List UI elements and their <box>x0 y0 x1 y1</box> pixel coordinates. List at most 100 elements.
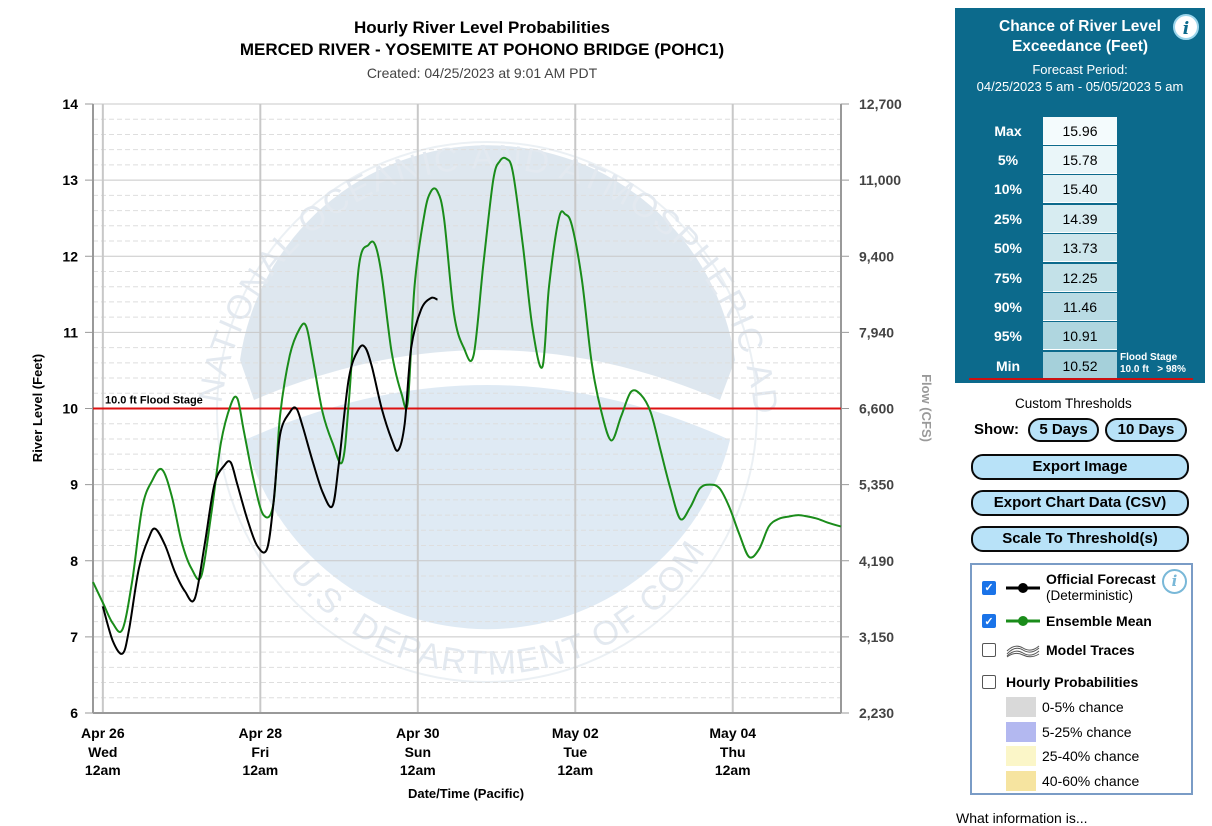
y-tick-label: 9 <box>70 477 78 493</box>
exceedance-label: 50% <box>993 240 1023 257</box>
x-tick-date: Apr 26 <box>81 725 125 741</box>
y-tick-label: 7 <box>70 629 78 645</box>
forecast-period-value: 04/25/2023 5 am - 05/05/2023 5 am <box>976 79 1184 94</box>
official-checkbox[interactable]: ✓ <box>982 580 996 595</box>
exceedance-value: 15.78 <box>1043 146 1117 175</box>
exceedance-value: 11.46 <box>1043 293 1117 322</box>
ensemble-checkbox[interactable]: ✓ <box>982 614 996 628</box>
x-tick-time: 12am <box>85 762 121 778</box>
model-traces-icon <box>1006 645 1040 658</box>
legend-traces[interactable]: Model Traces <box>982 642 1135 658</box>
x-tick-day: Wed <box>88 744 117 760</box>
exceedance-value: 14.39 <box>1043 204 1117 233</box>
panel-title: Chance of River Level Exceedance (Feet) <box>955 17 1205 57</box>
custom-thresholds-link[interactable]: Custom Thresholds <box>1015 396 1132 411</box>
footer-cut-text: What information is... <box>956 810 1088 826</box>
x-tick-date: May 02 <box>552 725 599 741</box>
ensemble-line-icon <box>1006 616 1040 626</box>
legend-box: ✓ Official Forecast (Deterministic) ✓ En… <box>970 563 1193 795</box>
x-tick-date: Apr 30 <box>396 725 440 741</box>
exceedance-label: 10% <box>993 181 1023 198</box>
probability-swatch <box>1006 697 1036 717</box>
legend-official[interactable]: ✓ Official Forecast (Deterministic) <box>982 571 1156 604</box>
y-tick-label: 14 <box>62 96 78 112</box>
forecast-period: Forecast Period: 04/25/2023 5 am - 05/05… <box>955 61 1205 95</box>
info-icon[interactable]: i <box>1173 14 1199 40</box>
probability-legend-item: 5-25% chance <box>1006 721 1132 742</box>
traces-label: Model Traces <box>1046 642 1135 658</box>
y-tick-label: 10 <box>62 401 78 417</box>
exceedance-row: 95% 10.91 <box>973 322 1117 351</box>
hourly-checkbox[interactable] <box>982 675 996 689</box>
exceedance-row: 10% 15.40 <box>973 175 1117 204</box>
scale-threshold-button[interactable]: Scale To Threshold(s) <box>971 526 1189 552</box>
export-image-button[interactable]: Export Image <box>971 454 1189 480</box>
y-tick-label: 8 <box>70 553 78 569</box>
y-right-tick-label: 9,400 <box>859 248 894 264</box>
official-sublabel: (Deterministic) <box>1046 588 1134 603</box>
probability-label: 5-25% chance <box>1042 723 1132 740</box>
y-right-tick-label: 3,150 <box>859 629 894 645</box>
x-tick-time: 12am <box>557 762 593 778</box>
flood-stage-marker <box>969 378 1193 380</box>
y-right-axis-label: Flow (CFS) <box>919 374 934 442</box>
probability-label: 0-5% chance <box>1042 699 1124 715</box>
panel-title-line1: Chance of River Level <box>999 18 1161 35</box>
traces-checkbox[interactable] <box>982 643 996 657</box>
exceedance-label: 5% <box>997 152 1019 169</box>
panel-title-line2: Exceedance (Feet) <box>1011 38 1149 55</box>
exceedance-row: 5% 15.78 <box>973 145 1117 175</box>
exceedance-row: 75% 12.25 <box>973 263 1117 292</box>
ensemble-mean-line <box>92 156 842 634</box>
x-tick-day: Thu <box>720 744 746 760</box>
x-tick-day: Tue <box>563 744 587 760</box>
y-tick-label: 6 <box>70 705 78 721</box>
exceedance-value: 13.73 <box>1043 234 1117 263</box>
x-tick-time: 12am <box>242 762 278 778</box>
exceedance-label: 75% <box>993 269 1023 286</box>
flood-stage-label: 10.0 ft Flood Stage <box>105 395 203 407</box>
probability-label: 40-60% chance <box>1042 772 1140 789</box>
exceedance-panel: Chance of River Level Exceedance (Feet) … <box>955 8 1205 383</box>
exceedance-value: 15.40 <box>1043 175 1117 204</box>
show-label: Show: <box>974 421 1019 438</box>
y-right-tick-label: 5,350 <box>859 477 894 493</box>
chart-subtitle: MERCED RIVER - YOSEMITE AT POHONO BRIDGE… <box>240 40 724 59</box>
x-tick-date: Apr 28 <box>239 725 283 741</box>
probability-legend-item: 0-5% chance <box>1006 697 1124 717</box>
flood-stage-note: Flood Stage 10.0 ft > 98% <box>1120 352 1186 376</box>
legend-hourly[interactable]: Hourly Probabilities <box>982 674 1138 690</box>
y-tick-label: 12 <box>62 248 78 264</box>
legend-ensemble[interactable]: ✓ Ensemble Mean <box>982 613 1152 629</box>
x-tick-time: 12am <box>715 762 751 778</box>
x-tick-day: Fri <box>251 744 269 760</box>
export-csv-button[interactable]: Export Chart Data (CSV) <box>971 490 1189 516</box>
x-tick-time: 12am <box>400 762 436 778</box>
exceedance-row: Min 10.52 <box>973 351 1117 380</box>
series <box>92 156 842 655</box>
ten-days-button[interactable]: 10 Days <box>1105 418 1187 442</box>
probability-legend-item: 25-40% chance <box>1006 746 1139 766</box>
probability-label: 25-40% chance <box>1042 748 1140 764</box>
hydrograph-chart: NOAA NATIONAL OCEANIC AND ATMOSPHERIC AD… <box>0 0 934 801</box>
probability-legend-item: 40-60% chance <box>1006 770 1140 791</box>
five-days-button[interactable]: 5 Days <box>1028 418 1099 442</box>
y-right-tick-label: 11,000 <box>859 172 901 188</box>
x-tick-date: May 04 <box>709 725 756 741</box>
x-axis-label: Date/Time (Pacific) <box>408 786 524 801</box>
probability-swatch <box>1006 770 1036 791</box>
official-line-icon <box>1006 582 1040 593</box>
created-timestamp: Created: 04/25/2023 at 9:01 AM PDT <box>367 65 598 81</box>
forecast-period-label: Forecast Period: <box>1032 62 1128 77</box>
exceedance-table: Max 15.96 5% 15.78 10% 15.40 25% 14.39 50% 13.73 7… <box>973 116 1117 381</box>
chart-title: Hourly River Level Probabilities <box>354 18 610 37</box>
noaa-watermark: NOAA NATIONAL OCEANIC AND ATMOSPHERIC AD… <box>0 0 783 683</box>
hourly-label: Hourly Probabilities <box>1006 674 1139 690</box>
exceedance-label: 95% <box>993 328 1023 345</box>
exceedance-value: 15.96 <box>1043 116 1117 145</box>
legend-info-icon[interactable]: i <box>1162 569 1187 594</box>
official-label: Official Forecast <box>1046 571 1156 587</box>
y-right-tick-label: 4,190 <box>859 553 894 569</box>
y-right-tick-label: 12,700 <box>859 96 902 112</box>
y-tick-label: 13 <box>62 172 78 188</box>
